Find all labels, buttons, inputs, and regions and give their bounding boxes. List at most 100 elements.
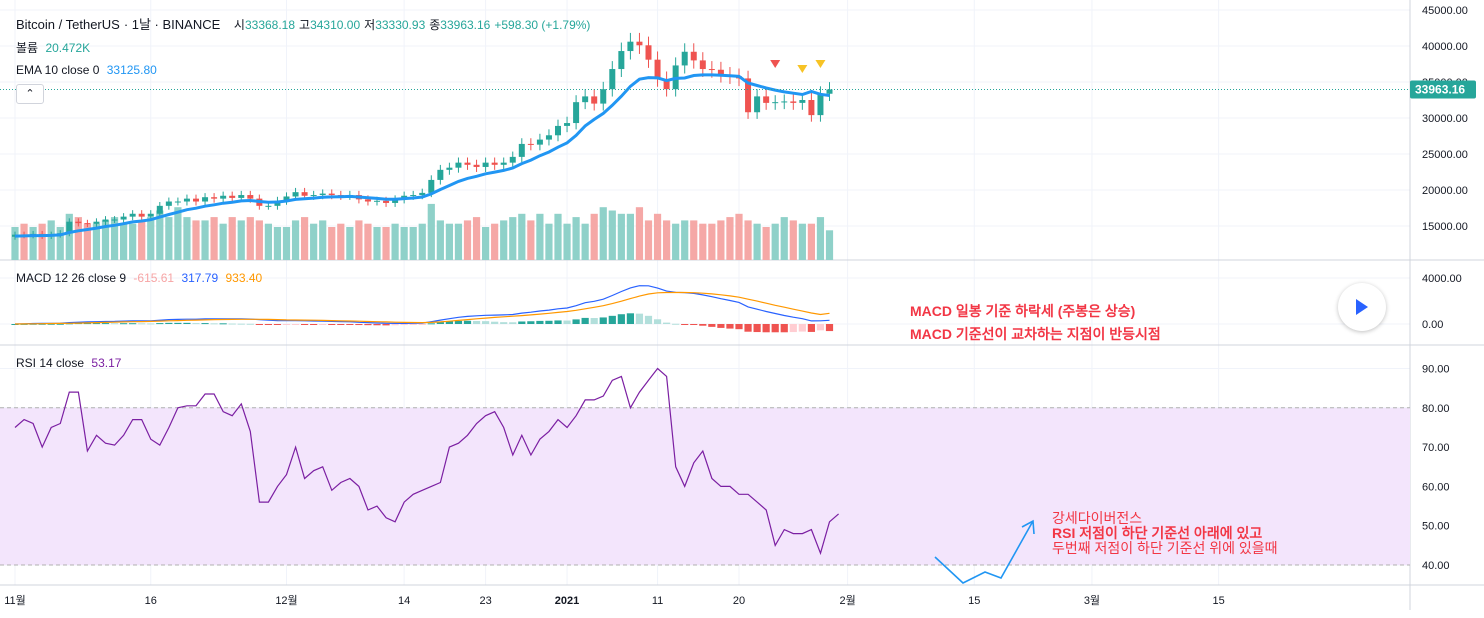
macd-histogram-bar	[246, 323, 254, 325]
macd-histogram-bar	[744, 324, 752, 332]
macd-legend[interactable]: MACD 12 26 close 9 -615.61 317.79 933.40	[16, 271, 266, 285]
macd-histogram-bar	[319, 324, 327, 325]
symbol-interval: · 1날 · BINANCE	[123, 17, 221, 32]
candle-body	[211, 197, 218, 199]
volume-bar	[364, 223, 372, 260]
volume-bar	[771, 223, 779, 260]
candle-body	[156, 205, 163, 214]
volume-bar	[816, 217, 825, 260]
candle-body	[392, 199, 399, 203]
volume-bar	[708, 223, 716, 260]
volume-bar	[717, 220, 725, 260]
candle-body	[102, 219, 109, 222]
volume-bar	[445, 223, 453, 260]
volume-bar	[174, 207, 182, 260]
macd-tick-label: 0.00	[1422, 319, 1443, 331]
volume-bar	[726, 217, 734, 260]
candle-body	[826, 89, 833, 94]
volume-bar	[798, 223, 806, 260]
macd-histogram	[11, 313, 834, 333]
replay-play-button[interactable]	[1338, 283, 1386, 331]
candle-body	[654, 59, 661, 80]
candle-body	[364, 199, 371, 202]
volume-bar	[201, 220, 209, 260]
macd-histogram-bar	[445, 321, 453, 324]
volume-bar	[780, 217, 788, 260]
macd-histogram-bar	[717, 324, 725, 328]
macd-histogram-bar	[672, 323, 680, 325]
candle-body	[663, 79, 670, 90]
macd-histogram-bar	[129, 323, 137, 325]
volume-bar	[500, 220, 508, 260]
macd-histogram-bar	[753, 324, 761, 333]
candle-body	[790, 101, 797, 103]
macd-histogram-bar	[780, 324, 788, 333]
candle-body	[708, 69, 715, 71]
rsi-value: 53.17	[91, 356, 122, 370]
candle-body	[717, 69, 724, 75]
volume-bar	[165, 217, 173, 260]
macd-histogram-bar	[798, 324, 806, 332]
candle-body	[247, 195, 254, 199]
rsi-legend[interactable]: RSI 14 close 53.17	[16, 356, 125, 370]
volume-bar	[536, 213, 544, 260]
ema-legend[interactable]: EMA 10 close 0 33125.80	[16, 63, 161, 77]
macd-histogram-bar	[101, 323, 110, 325]
candle-body	[745, 78, 752, 113]
macd-histogram-bar	[391, 324, 399, 326]
macd-histogram-bar	[255, 324, 263, 325]
high-value: 34310.00	[310, 18, 361, 32]
volume-bar	[644, 220, 653, 260]
candle-body	[129, 213, 136, 217]
macd-histogram-bar	[581, 317, 589, 324]
volume-legend[interactable]: 볼륨 20.472K	[16, 39, 94, 56]
macd-histogram-bar	[110, 323, 119, 325]
time-tick-label: 2월	[839, 594, 855, 607]
macd-histogram-bar	[219, 323, 227, 325]
macd-histogram-bar	[536, 320, 544, 324]
volume-bar	[482, 227, 490, 260]
volume-bar	[491, 223, 499, 260]
macd-histogram-bar	[491, 321, 499, 324]
volume-label: 볼륨	[16, 41, 39, 55]
volume-bar	[753, 223, 761, 260]
volume-bar	[65, 213, 73, 260]
volume-bar	[653, 213, 662, 260]
candle-body	[636, 41, 643, 46]
volume-bar	[626, 213, 634, 260]
volume-bar	[427, 203, 435, 260]
low-value: 33330.93	[375, 18, 426, 32]
macd-histogram-bar	[825, 324, 834, 332]
rsi-tick-label: 70.00	[1422, 442, 1450, 454]
macd-histogram-bar	[726, 324, 734, 329]
collapse-legend-button[interactable]: ⌃	[16, 84, 44, 104]
candle-body	[536, 139, 543, 145]
macd-histogram-bar	[436, 322, 444, 324]
macd-histogram-bar	[500, 322, 508, 324]
volume-bar	[282, 227, 291, 260]
macd-line-value: 317.79	[181, 271, 219, 285]
macd-histogram-bar	[617, 314, 625, 324]
candle-body	[482, 162, 489, 167]
chevron-up-icon: ⌃	[25, 88, 35, 100]
volume-bar	[527, 220, 535, 260]
macd-histogram-bar	[527, 321, 535, 324]
volume-bar	[38, 223, 46, 260]
macd-line	[14, 285, 830, 325]
candle-body	[446, 167, 453, 170]
candle-body	[428, 179, 435, 193]
candle-body	[464, 162, 471, 165]
volume-bar	[436, 220, 444, 260]
low-label: 저	[364, 18, 376, 32]
volume-bar	[346, 227, 354, 260]
volume-bar	[56, 227, 64, 260]
macd-tick-label: 4000.00	[1422, 273, 1462, 285]
open-value: 33368.18	[244, 18, 296, 32]
symbol-name[interactable]: Bitcoin / TetherUS	[16, 17, 120, 32]
volume-bar	[690, 220, 698, 260]
macd-histogram-bar	[762, 324, 770, 333]
candle-body	[772, 102, 779, 104]
volume-value: 20.472K	[45, 41, 91, 55]
volume-bar	[418, 223, 426, 260]
